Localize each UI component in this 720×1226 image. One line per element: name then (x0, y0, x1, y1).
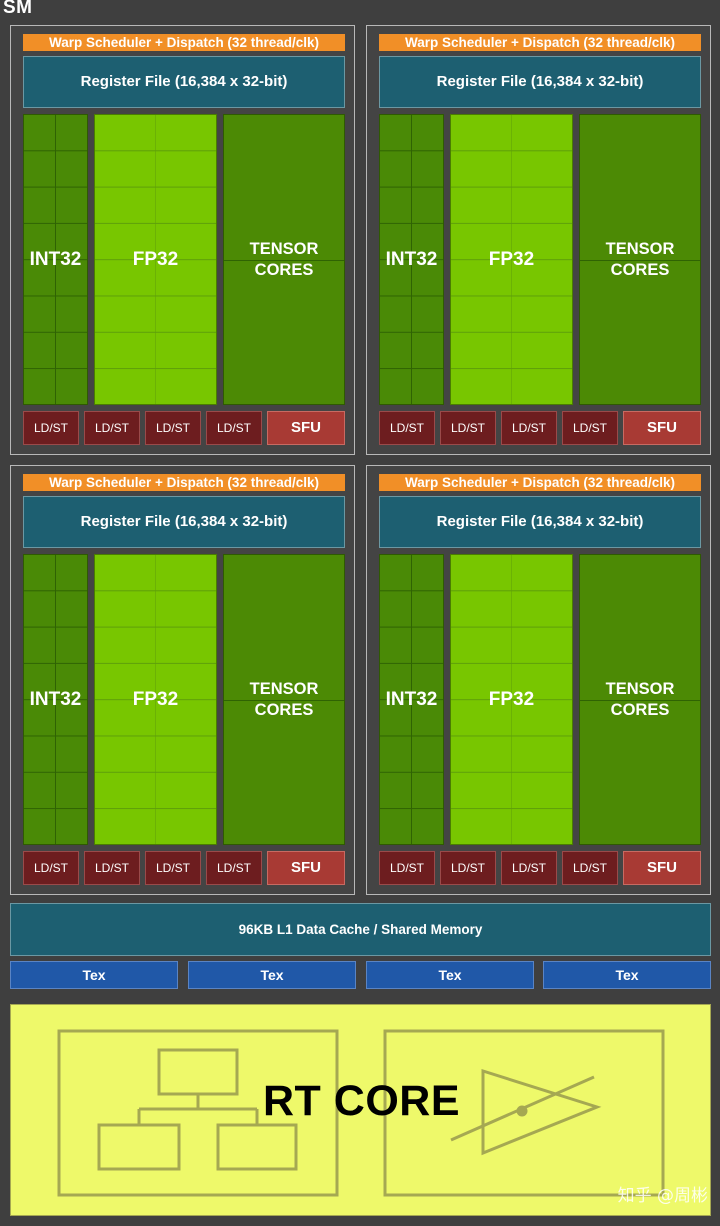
sm-partition: Warp Scheduler + Dispatch (32 thread/clk… (366, 465, 711, 895)
tensor-cores-unit: TENSOR CORES (579, 554, 701, 845)
sm-partition: Warp Scheduler + Dispatch (32 thread/clk… (10, 25, 355, 455)
ldst-unit: LD/ST (145, 411, 201, 445)
sfu-unit: SFU (267, 411, 345, 445)
warp-scheduler: Warp Scheduler + Dispatch (32 thread/clk… (379, 34, 701, 51)
fp32-label: FP32 (488, 688, 535, 710)
sfu-unit: SFU (267, 851, 345, 885)
register-file: Register File (16,384 x 32-bit) (379, 496, 701, 548)
ldst-unit: LD/ST (206, 851, 262, 885)
l1-data-cache: 96KB L1 Data Cache / Shared Memory (10, 903, 711, 956)
int32-unit: INT32 (23, 114, 88, 405)
tex-unit: Tex (188, 961, 356, 989)
rt-core: RT CORE (10, 1004, 711, 1216)
ldst-unit: LD/ST (562, 851, 618, 885)
warp-scheduler: Warp Scheduler + Dispatch (32 thread/clk… (23, 474, 345, 491)
ldst-unit: LD/ST (501, 851, 557, 885)
ldst-unit: LD/ST (379, 851, 435, 885)
ldst-unit: LD/ST (84, 851, 140, 885)
bvh-tree-icon (57, 1029, 339, 1197)
ldst-unit: LD/ST (23, 411, 79, 445)
ray-triangle-intersection-icon (383, 1029, 665, 1197)
tex-unit: Tex (543, 961, 711, 989)
int32-label: INT32 (385, 688, 438, 710)
fp32-unit: FP32 (94, 114, 217, 405)
watermark: 知乎 @周彬 (617, 1186, 708, 1206)
ldst-unit: LD/ST (501, 411, 557, 445)
tex-unit: Tex (10, 961, 178, 989)
tensor-cores-label: TENSOR CORES (605, 239, 675, 279)
fp32-unit: FP32 (450, 114, 573, 405)
ldst-unit: LD/ST (145, 851, 201, 885)
tensor-cores-label: TENSOR CORES (249, 239, 319, 279)
ldst-unit: LD/ST (84, 411, 140, 445)
register-file: Register File (16,384 x 32-bit) (23, 56, 345, 108)
int32-label: INT32 (29, 248, 82, 270)
int32-unit: INT32 (379, 114, 444, 405)
tensor-cores-label: TENSOR CORES (605, 679, 675, 719)
ldst-unit: LD/ST (206, 411, 262, 445)
tensor-cores-unit: TENSOR CORES (223, 554, 345, 845)
int32-label: INT32 (385, 248, 438, 270)
ldst-unit: LD/ST (562, 411, 618, 445)
tensor-cores-label: TENSOR CORES (249, 679, 319, 719)
sfu-unit: SFU (623, 411, 701, 445)
tensor-cores-unit: TENSOR CORES (223, 114, 345, 405)
rt-core-label: RT CORE (263, 1077, 460, 1125)
int32-unit: INT32 (23, 554, 88, 845)
warp-scheduler: Warp Scheduler + Dispatch (32 thread/clk… (23, 34, 345, 51)
fp32-unit: FP32 (94, 554, 217, 845)
warp-scheduler: Warp Scheduler + Dispatch (32 thread/clk… (379, 474, 701, 491)
register-file: Register File (16,384 x 32-bit) (23, 496, 345, 548)
int32-unit: INT32 (379, 554, 444, 845)
int32-label: INT32 (29, 688, 82, 710)
fp32-label: FP32 (132, 248, 179, 270)
fp32-label: FP32 (132, 688, 179, 710)
tensor-cores-unit: TENSOR CORES (579, 114, 701, 405)
fp32-label: FP32 (488, 248, 535, 270)
ldst-unit: LD/ST (440, 851, 496, 885)
ldst-unit: LD/ST (440, 411, 496, 445)
sfu-unit: SFU (623, 851, 701, 885)
sm-partition: Warp Scheduler + Dispatch (32 thread/clk… (10, 465, 355, 895)
sm-partition: Warp Scheduler + Dispatch (32 thread/clk… (366, 25, 711, 455)
fp32-unit: FP32 (450, 554, 573, 845)
sm-title: SM (3, 0, 33, 18)
register-file: Register File (16,384 x 32-bit) (379, 56, 701, 108)
ldst-unit: LD/ST (379, 411, 435, 445)
tex-unit: Tex (366, 961, 534, 989)
ldst-unit: LD/ST (23, 851, 79, 885)
